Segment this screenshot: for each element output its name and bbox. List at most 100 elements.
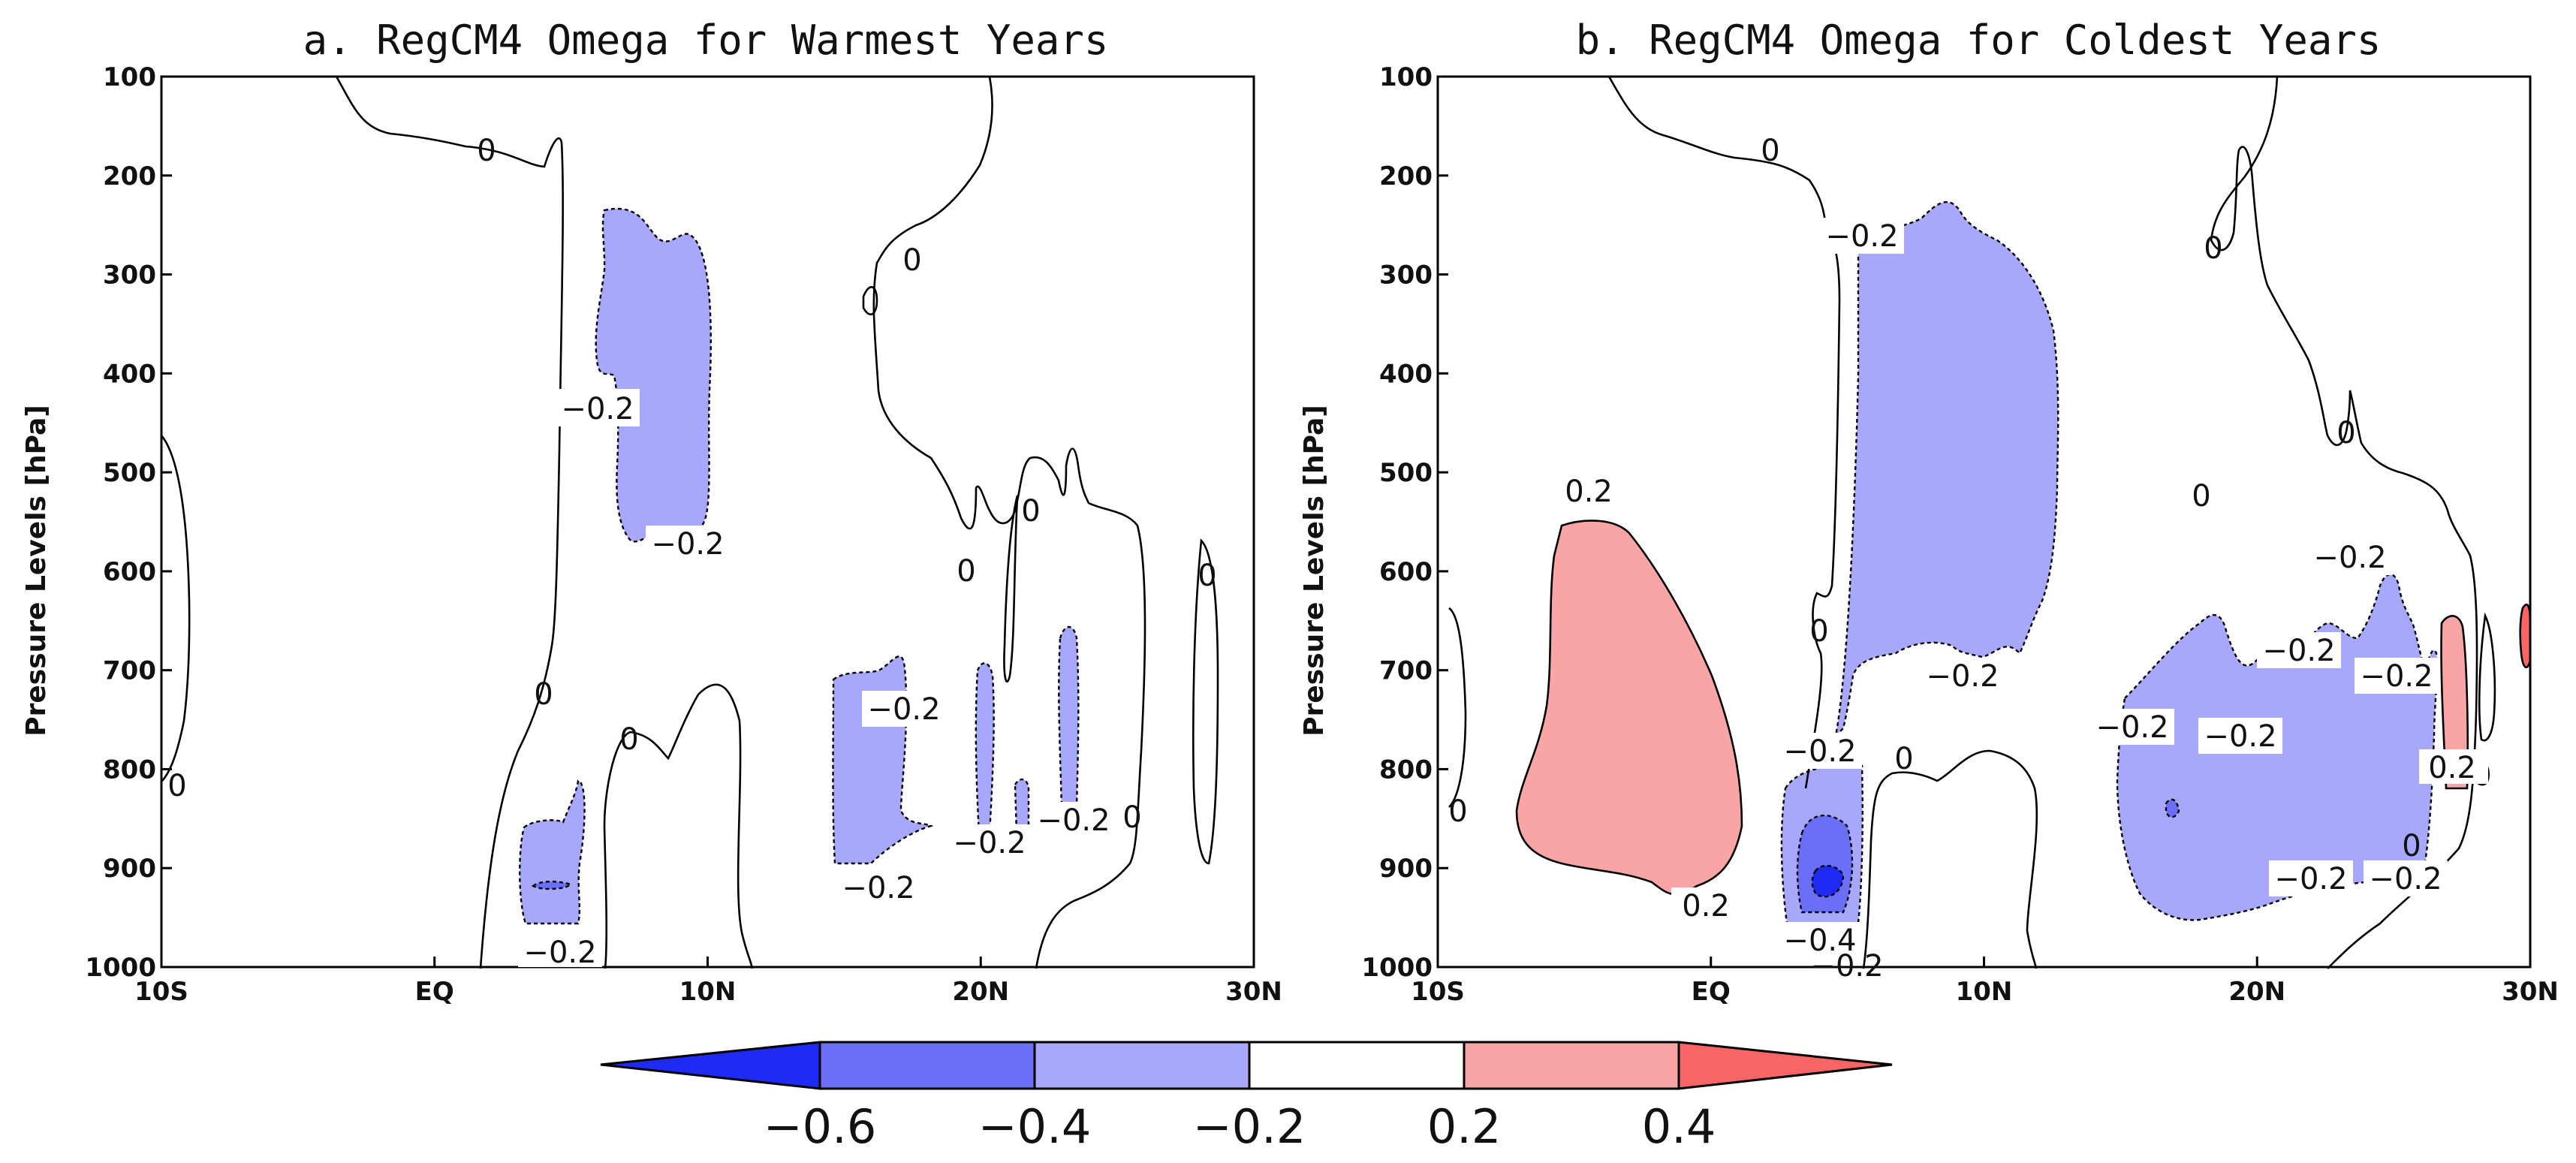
clabel: 0 — [1761, 134, 1779, 168]
y-tick-label-a: 400 — [103, 359, 156, 389]
y-tick-label-a: 900 — [103, 854, 156, 884]
clabel: 0 — [1021, 494, 1040, 529]
clabel: −0.2 — [1825, 219, 1898, 254]
clabel: −0.2 — [1926, 659, 1999, 694]
panel-a-ylabel: Pressure Levels [hPa] — [21, 405, 52, 737]
region-a-low-neg04 — [531, 880, 573, 890]
clabel: −0.2 — [1783, 734, 1856, 769]
clabel: −0.2 — [953, 826, 1026, 860]
region-b-right-neg04 — [2165, 798, 2180, 818]
y-tick-label-b: 600 — [1379, 557, 1433, 587]
clabel: −0.2 — [1810, 949, 1883, 984]
panel-b-ylabel: Pressure Levels [hPa] — [1299, 405, 1330, 737]
colorbar-arrow-right — [1677, 1041, 1893, 1090]
panel-a-shading — [519, 207, 1080, 925]
clabel: 0 — [1448, 794, 1467, 829]
x-tick-label-a: 20N — [952, 977, 1009, 1007]
colorbar-box-neg02 — [1033, 1041, 1251, 1090]
region-a-strip2-neg02 — [1014, 778, 1030, 835]
y-tick-label-b: 900 — [1379, 854, 1433, 884]
clabel: −0.2 — [2313, 541, 2386, 575]
y-tick-label-a: 200 — [103, 161, 156, 191]
clabel: 0 — [1894, 742, 1913, 776]
panel-a-contours — [161, 76, 1219, 969]
colorbar-box-neg04 — [818, 1041, 1036, 1090]
clabel: −0.2 — [2095, 710, 2168, 745]
clabel: −0.2 — [842, 871, 914, 905]
clabel: −0.2 — [651, 527, 724, 562]
clabel: 0.2 — [2428, 751, 2476, 785]
clabel: 0 — [2336, 416, 2355, 450]
clabel: 0 — [1809, 614, 1828, 649]
panel-b-title: b. RegCM4 Omega for Coldest Years — [1576, 17, 2382, 64]
y-tick-label-a: 800 — [103, 755, 156, 785]
clabel: 0 — [1198, 559, 1216, 593]
panel-a-contour-labels: 0 0 0 0 0 0 0 0 0 −0.2 −0.2 −0.2 −0.2 −0… — [167, 134, 1216, 970]
panel-a-title: a. RegCM4 Omega for Warmest Years — [303, 17, 1109, 64]
clabel: −0.2 — [2274, 862, 2347, 896]
x-tick-label-a: EQ — [415, 977, 454, 1007]
y-tick-label-a: 300 — [103, 261, 156, 291]
y-tick-label-b: 100 — [1379, 62, 1433, 92]
clabel: 0 — [2192, 479, 2210, 514]
clabel: −0.2 — [2360, 659, 2433, 694]
y-tick-label-b: 200 — [1379, 161, 1433, 191]
panel-a-axes: 10S EQ 10N 20N 30N 100 200 300 400 500 600 700 800 90… — [85, 62, 1282, 1007]
x-tick-label-b: 30N — [2502, 977, 2559, 1007]
clabel: −0.2 — [2369, 862, 2442, 896]
clabel: −0.2 — [523, 936, 596, 970]
clabel: −0.4 — [1783, 923, 1856, 958]
x-tick-label-a: 10S — [134, 977, 188, 1007]
clabel: 0 — [1122, 800, 1141, 835]
clabel: −0.2 — [561, 392, 634, 426]
y-tick-label-b: 400 — [1379, 359, 1433, 389]
clabel: −0.2 — [1037, 803, 1110, 838]
x-tick-label-b: EQ — [1692, 977, 1731, 1007]
region-b-upper-neg02 — [1834, 201, 2059, 739]
panel-a-warmest-years: a. RegCM4 Omega for Warmest Years Pressu… — [21, 17, 1282, 1007]
clabel: 0.2 — [1565, 475, 1613, 509]
colorbar-box-pos02 — [1463, 1041, 1680, 1090]
clabel: 0 — [902, 243, 921, 278]
x-tick-label-b: 10N — [1956, 977, 2013, 1007]
panel-b-axes: 10S EQ 10N 20N 30N 100 200 300 400 500 600 700 800 90… — [1361, 62, 2559, 1007]
x-tick-label-b: 10S — [1411, 977, 1465, 1007]
y-tick-label-a: 100 — [103, 62, 156, 92]
clabel: 0.2 — [1682, 889, 1730, 923]
panel-b-coldest-years: b. RegCM4 Omega for Coldest Years Pressu… — [1299, 17, 2559, 1007]
colorbar-label: 0.4 — [1642, 1099, 1716, 1154]
x-tick-label-b: 20N — [2228, 977, 2285, 1007]
panel-b-contour-labels: 0 0 0 0 0 0 0 0 0 0.2 0.2 0.2 −0.2 −0.2 … — [1448, 134, 2491, 984]
y-tick-label-b: 800 — [1379, 755, 1433, 785]
y-tick-label-b: 300 — [1379, 261, 1433, 291]
colorbar: −0.6 −0.4 −0.2 0.2 0.4 — [600, 1041, 1893, 1154]
region-a-strip1-neg02 — [975, 662, 995, 835]
clabel: 0 — [957, 554, 975, 589]
region-a-low-neg02 — [519, 779, 586, 925]
clabel: −0.2 — [867, 692, 940, 727]
x-tick-label-a: 10N — [679, 977, 737, 1007]
y-tick-label-b: 500 — [1379, 458, 1433, 488]
y-tick-label-a: 500 — [103, 458, 156, 488]
x-tick-label-a: 30N — [1225, 977, 1282, 1007]
y-tick-label-b: 700 — [1379, 656, 1433, 686]
region-b-pos02 — [1515, 520, 1743, 896]
region-b-pos04-edge — [2519, 604, 2532, 669]
y-tick-label-b: 1000 — [1361, 953, 1433, 983]
clabel: 0 — [2204, 231, 2222, 266]
clabel: −0.2 — [2204, 719, 2276, 754]
clabel: −0.2 — [2262, 634, 2335, 668]
clabel: 0 — [619, 722, 638, 757]
region-a-strip3-neg02 — [1058, 625, 1080, 809]
clabel: 0 — [2402, 829, 2421, 863]
colorbar-label: −0.6 — [764, 1099, 877, 1154]
clabel: 0 — [534, 677, 553, 712]
region-b-pos02-strip — [2440, 615, 2469, 790]
colorbar-box-zero — [1248, 1041, 1466, 1090]
y-tick-label-a: 600 — [103, 557, 156, 587]
region-a-right-neg02 — [832, 655, 934, 865]
clabel: 0 — [167, 769, 186, 803]
y-tick-label-a: 700 — [103, 656, 156, 686]
region-b-low-neg04 — [1796, 815, 1854, 914]
